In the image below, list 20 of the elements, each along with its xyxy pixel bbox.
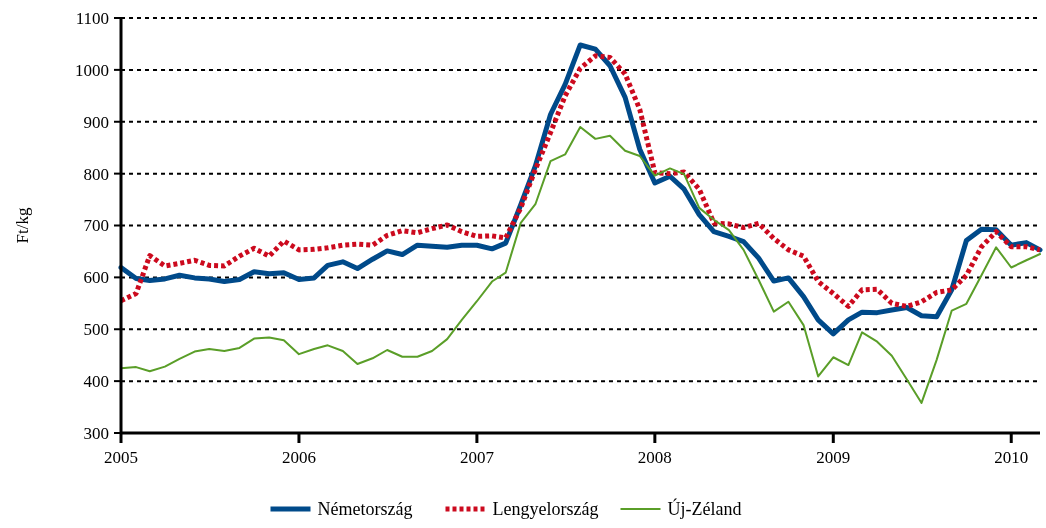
x-tick-label: 2010 xyxy=(994,448,1029,467)
line-series xyxy=(120,125,1041,404)
legend-label: Új-Zéland xyxy=(667,498,742,519)
legend-label: Németország xyxy=(317,499,413,519)
y-tick-label: 800 xyxy=(83,164,109,184)
x-tick-label: 2008 xyxy=(637,448,672,467)
y-tick-label: 400 xyxy=(83,372,109,392)
y-tick-label: 700 xyxy=(83,216,109,236)
x-tick-label: 2007 xyxy=(459,448,495,467)
x-tick-label: 2005 xyxy=(104,448,138,467)
y-axis-title: Ft/kg xyxy=(13,207,32,244)
legend-label: Lengyelország xyxy=(492,499,599,519)
x-tick-label: 2006 xyxy=(281,448,316,467)
y-tick-label: 1100 xyxy=(75,8,109,28)
y-tick-label: 300 xyxy=(83,423,109,443)
y-tick-label: 1000 xyxy=(75,60,109,80)
y-tick-label: 600 xyxy=(83,268,109,288)
x-tick-label: 2009 xyxy=(816,448,851,467)
y-tick-label: 900 xyxy=(83,112,109,132)
y-tick-label: 500 xyxy=(83,320,109,340)
